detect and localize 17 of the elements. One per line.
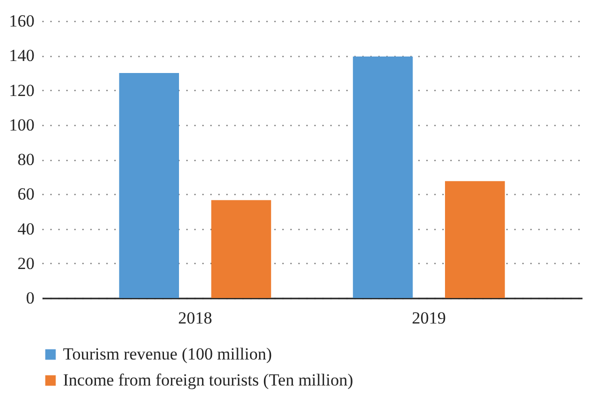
y-tick-label: 160 <box>9 12 34 30</box>
x-tick-label: 2018 <box>178 308 212 328</box>
y-tick-label: 140 <box>9 46 34 66</box>
x-tick-label: 2019 <box>412 308 446 328</box>
bar <box>119 72 179 298</box>
y-tick-label: 20 <box>18 254 34 273</box>
bar <box>211 200 272 298</box>
y-tick-label: 60 <box>18 184 34 204</box>
y-tick-label: 120 <box>9 80 34 100</box>
bar <box>352 56 413 298</box>
y-tick-label: 80 <box>18 150 34 169</box>
legend-label: Tourism revenue (100 million) <box>63 344 272 364</box>
y-tick-label: 0 <box>26 288 34 308</box>
bar <box>445 181 505 298</box>
y-tick-label: 40 <box>18 219 34 238</box>
y-tick-label: 100 <box>9 115 34 134</box>
legend-label: Income from foreign tourists (Ten million) <box>63 370 354 390</box>
